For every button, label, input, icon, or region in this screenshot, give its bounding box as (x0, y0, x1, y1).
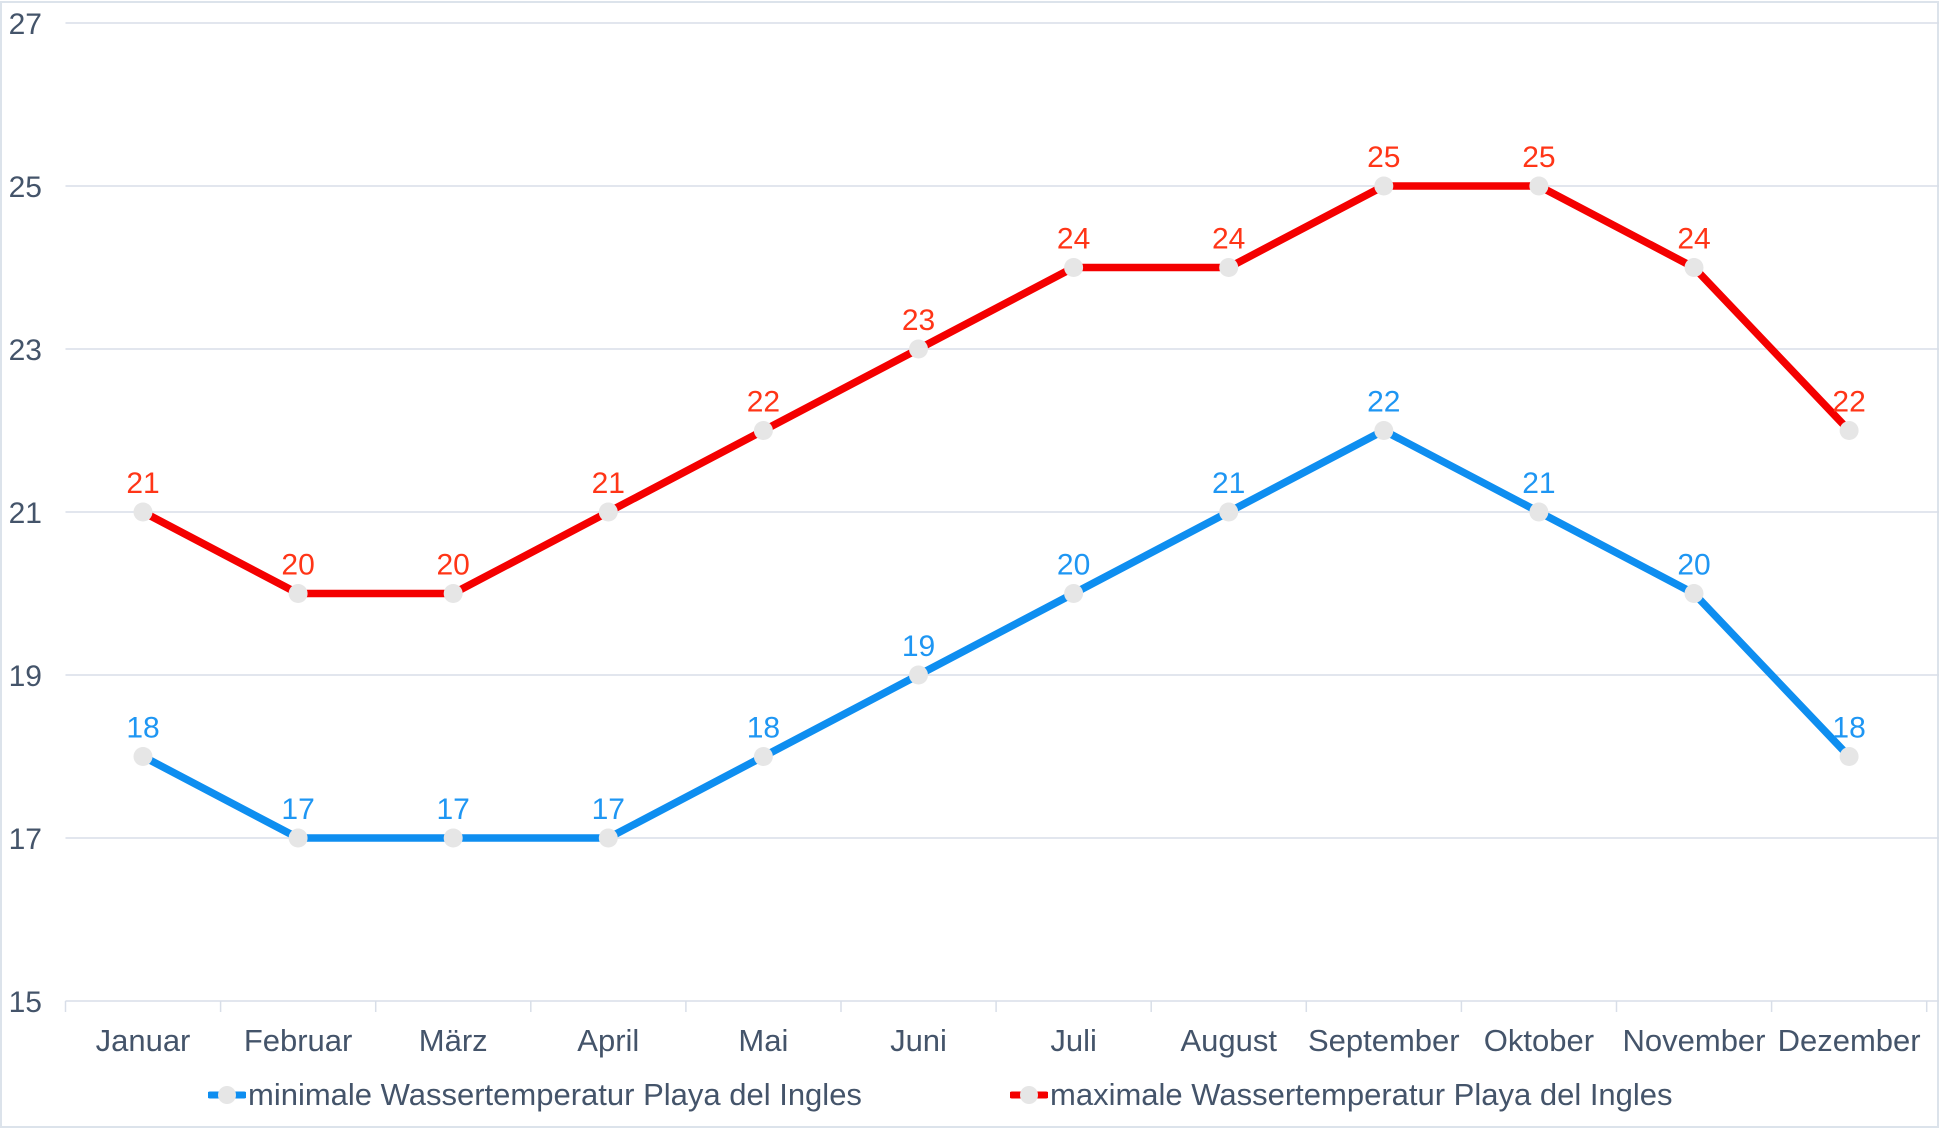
data-point-marker (133, 747, 153, 766)
data-label: 18 (126, 712, 159, 745)
data-label: 25 (1522, 141, 1555, 174)
data-point-marker (1064, 584, 1084, 603)
data-point-marker (1374, 176, 1394, 196)
data-point-marker (133, 502, 153, 522)
data-point-marker (443, 584, 463, 603)
data-label: 23 (902, 304, 935, 337)
data-label: 20 (1057, 549, 1090, 582)
y-axis-tick-label: 19 (9, 660, 42, 693)
max-series-line (139, 182, 1853, 598)
data-point-marker (1839, 421, 1859, 440)
data-label: 20 (1677, 549, 1710, 582)
data-label: 18 (747, 712, 780, 745)
x-axis-label: Mai (738, 1023, 788, 1058)
x-axis-label: Oktober (1484, 1023, 1594, 1058)
data-label: 21 (592, 467, 625, 500)
data-label: 19 (902, 630, 935, 663)
data-point-marker (1529, 502, 1549, 522)
data-label: 24 (1212, 223, 1245, 256)
x-axis-label: Dezember (1778, 1023, 1921, 1058)
y-axis-tick-label: 17 (9, 823, 42, 856)
min-series-line (139, 426, 1853, 842)
data-point-marker (1064, 258, 1084, 277)
data-label: 22 (1832, 386, 1865, 419)
y-axis-tick-label: 23 (9, 334, 42, 367)
data-label: 22 (747, 386, 780, 419)
data-point-marker (1219, 258, 1239, 277)
data-label: 20 (281, 549, 314, 582)
x-axis-label: September (1308, 1023, 1460, 1058)
data-label: 20 (437, 549, 470, 582)
legend-item-max-series[interactable]: maximale Wassertemperatur Playa del Ingl… (1010, 1073, 1673, 1117)
x-axis-label: Februar (244, 1023, 353, 1058)
data-point-marker (753, 421, 773, 440)
data-point-marker (1374, 421, 1394, 440)
y-axis-tick-label: 25 (9, 171, 42, 204)
legend-item-min-series[interactable]: minimale Wassertemperatur Playa del Ingl… (208, 1073, 862, 1117)
data-point-marker (598, 502, 618, 522)
data-point-marker (1684, 258, 1704, 277)
data-point-marker (288, 828, 308, 848)
data-point-marker (909, 339, 928, 359)
data-label: 17 (592, 793, 625, 826)
data-point-marker (288, 584, 308, 603)
x-axis-label: Juni (890, 1023, 947, 1058)
legend-label-max-series: maximale Wassertemperatur Playa del Ingl… (1050, 1077, 1673, 1112)
y-axis-tick-label: 27 (9, 8, 42, 41)
data-point-marker (1839, 747, 1859, 766)
x-axis-label: Januar (96, 1023, 191, 1058)
data-point-marker (909, 665, 928, 685)
data-label: 18 (1832, 712, 1865, 745)
min-series-legend-marker (208, 1086, 246, 1104)
data-label: 22 (1367, 386, 1400, 419)
max-series-legend-marker (1010, 1086, 1048, 1104)
x-axis-label: Juli (1050, 1023, 1097, 1058)
data-point-marker (1219, 502, 1239, 522)
data-point-marker (598, 828, 618, 848)
data-label: 17 (281, 793, 314, 826)
x-axis-label: November (1623, 1023, 1766, 1058)
data-point-marker (1684, 584, 1704, 603)
data-label: 21 (1522, 467, 1555, 500)
data-point-marker (1529, 176, 1549, 196)
data-label: 24 (1677, 223, 1710, 256)
x-axis-label: April (577, 1023, 639, 1058)
data-point-marker (443, 828, 463, 848)
data-label: 21 (126, 467, 159, 500)
legend-label-min-series: minimale Wassertemperatur Playa del Ingl… (248, 1077, 862, 1112)
data-label: 24 (1057, 223, 1090, 256)
x-axis-label: März (419, 1023, 488, 1058)
data-label: 25 (1367, 141, 1400, 174)
data-point-marker (753, 747, 773, 766)
x-axis-label: August (1180, 1023, 1277, 1058)
y-axis-tick-label: 21 (9, 497, 42, 530)
y-axis-tick-label: 15 (9, 986, 42, 1019)
data-label: 17 (437, 793, 470, 826)
data-label: 21 (1212, 467, 1245, 500)
